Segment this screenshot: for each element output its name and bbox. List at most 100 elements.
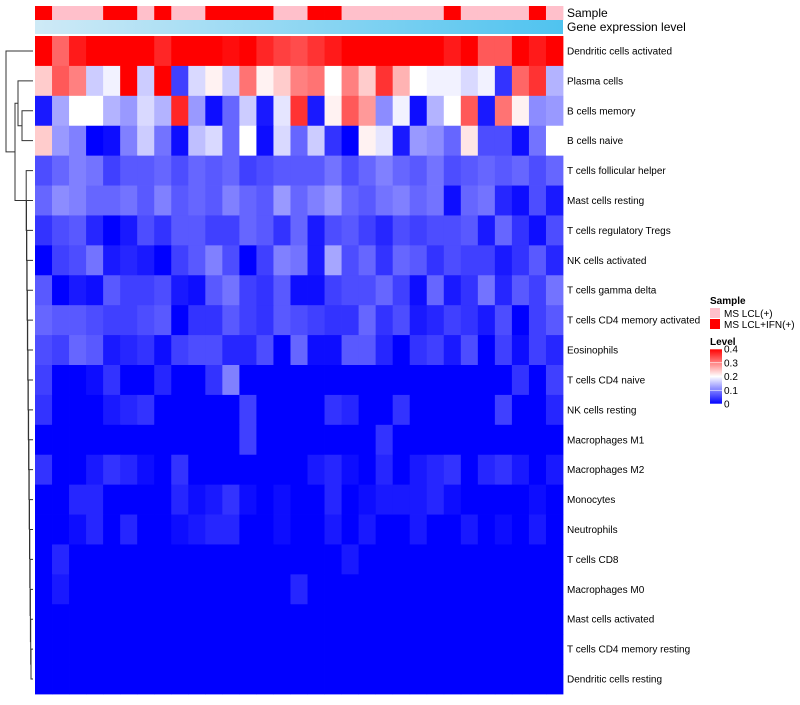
heatmap-cell xyxy=(188,574,206,605)
heatmap-cell xyxy=(239,664,257,695)
heatmap-cell xyxy=(409,454,428,486)
heatmap-cell xyxy=(477,36,496,67)
heatmap-cell xyxy=(528,305,547,336)
row-label-nk-cells-activated: NK cells activated xyxy=(567,256,646,267)
heatmap-cell xyxy=(154,215,172,246)
heatmap-cell xyxy=(358,604,377,635)
heatmap-cell xyxy=(460,634,479,665)
heatmap-cell xyxy=(409,664,428,695)
heatmap-cell xyxy=(120,604,138,635)
row-label-eosinophils: Eosinophils xyxy=(567,346,618,357)
heatmap-cell xyxy=(375,215,394,246)
heatmap-cell xyxy=(426,305,445,336)
heatmap-cell xyxy=(409,634,428,665)
heatmap-cell xyxy=(494,125,513,157)
heatmap-cell xyxy=(52,634,70,665)
heatmap-cell xyxy=(528,245,547,276)
heatmap-cell xyxy=(477,394,496,426)
heatmap-cell xyxy=(426,335,445,366)
heatmap-cell xyxy=(426,125,445,157)
heatmap-cell xyxy=(460,125,479,157)
heatmap-cell xyxy=(69,245,87,276)
heatmap-cell xyxy=(103,65,121,97)
heatmap-cell xyxy=(120,574,138,605)
heatmap-cell xyxy=(52,245,70,276)
heatmap-cell xyxy=(307,215,325,246)
heatmap-cell xyxy=(120,305,138,336)
heatmap-cell xyxy=(477,335,496,366)
heatmap-cell xyxy=(171,634,189,665)
heatmap-cell xyxy=(69,215,87,246)
heatmap-cell xyxy=(273,185,291,216)
heatmap-cell xyxy=(460,65,479,97)
sample-annotation-cell xyxy=(545,6,564,20)
heatmap-cell xyxy=(426,664,445,695)
heatmap-cell xyxy=(256,95,274,127)
heatmap-cell xyxy=(103,95,121,127)
heatmap-cell xyxy=(528,65,547,97)
heatmap-cell xyxy=(273,514,291,545)
heatmap-cell xyxy=(494,245,513,276)
heatmap-cell xyxy=(273,275,291,306)
heatmap-cell xyxy=(35,185,53,216)
heatmap-cell xyxy=(205,634,223,665)
expression-annotation-bar xyxy=(35,20,563,34)
heatmap-cell xyxy=(358,454,377,486)
heatmap-cell xyxy=(528,394,547,426)
heatmap-cell xyxy=(358,245,377,276)
heatmap-cell xyxy=(273,335,291,366)
heatmap-cell xyxy=(307,424,325,456)
heatmap-cell xyxy=(477,305,496,336)
heatmap-cell xyxy=(426,454,445,486)
heatmap-cell xyxy=(290,275,308,306)
dendrogram-branch xyxy=(29,558,33,616)
heatmap-cell xyxy=(256,634,274,665)
heatmap-cell xyxy=(375,36,394,67)
heatmap-cell xyxy=(358,394,377,426)
sample-annotation-cell xyxy=(154,6,172,20)
heatmap-cell xyxy=(426,514,445,545)
heatmap-cell xyxy=(205,514,223,545)
heatmap-cell xyxy=(188,215,206,246)
heatmap-cell xyxy=(69,664,87,695)
heatmap-cell xyxy=(188,514,206,545)
heatmap-cell xyxy=(154,634,172,665)
heatmap-cell xyxy=(460,365,479,396)
heatmap-cell xyxy=(222,245,240,276)
sample-annotation-cell xyxy=(460,6,479,20)
heatmap-cell xyxy=(273,484,291,515)
heatmap-cell xyxy=(137,484,155,515)
heatmap-cell xyxy=(239,365,257,396)
heatmap-cell xyxy=(443,95,462,127)
heatmap-cell xyxy=(188,544,206,575)
heatmap-cell xyxy=(86,335,104,366)
heatmap-cell xyxy=(137,95,155,127)
row-label-mast-cells-activated: Mast cells activated xyxy=(567,615,654,626)
heatmap-cell xyxy=(392,215,411,246)
heatmap-cell xyxy=(86,424,104,456)
heatmap-cell xyxy=(205,454,223,486)
heatmap-cell xyxy=(188,335,206,366)
heatmap-cell xyxy=(205,245,223,276)
row-label-t-cells-cd4-memory-resting: T cells CD4 memory resting xyxy=(567,645,690,656)
heatmap-cell xyxy=(375,484,394,515)
heatmap-cell xyxy=(290,215,308,246)
heatmap-cell xyxy=(86,634,104,665)
heatmap-cell xyxy=(341,65,360,97)
heatmap-cell xyxy=(86,155,104,186)
legend-level-ticks: 0.4 0.3 0.2 0.1 0 xyxy=(710,345,738,411)
heatmap-cell xyxy=(511,125,530,157)
heatmap-cell xyxy=(341,245,360,276)
heatmap-cell xyxy=(392,604,411,635)
sample-annotation-cell xyxy=(222,6,240,20)
heatmap-cell xyxy=(545,245,564,276)
heatmap-cell xyxy=(307,95,325,127)
heatmap-cell xyxy=(392,544,411,575)
heatmap-cell xyxy=(545,65,564,97)
heatmap-cell xyxy=(137,574,155,605)
heatmap-cell xyxy=(443,185,462,216)
heatmap-cell xyxy=(137,424,155,456)
heatmap-cell xyxy=(256,604,274,635)
dendrogram-branch xyxy=(5,50,33,153)
